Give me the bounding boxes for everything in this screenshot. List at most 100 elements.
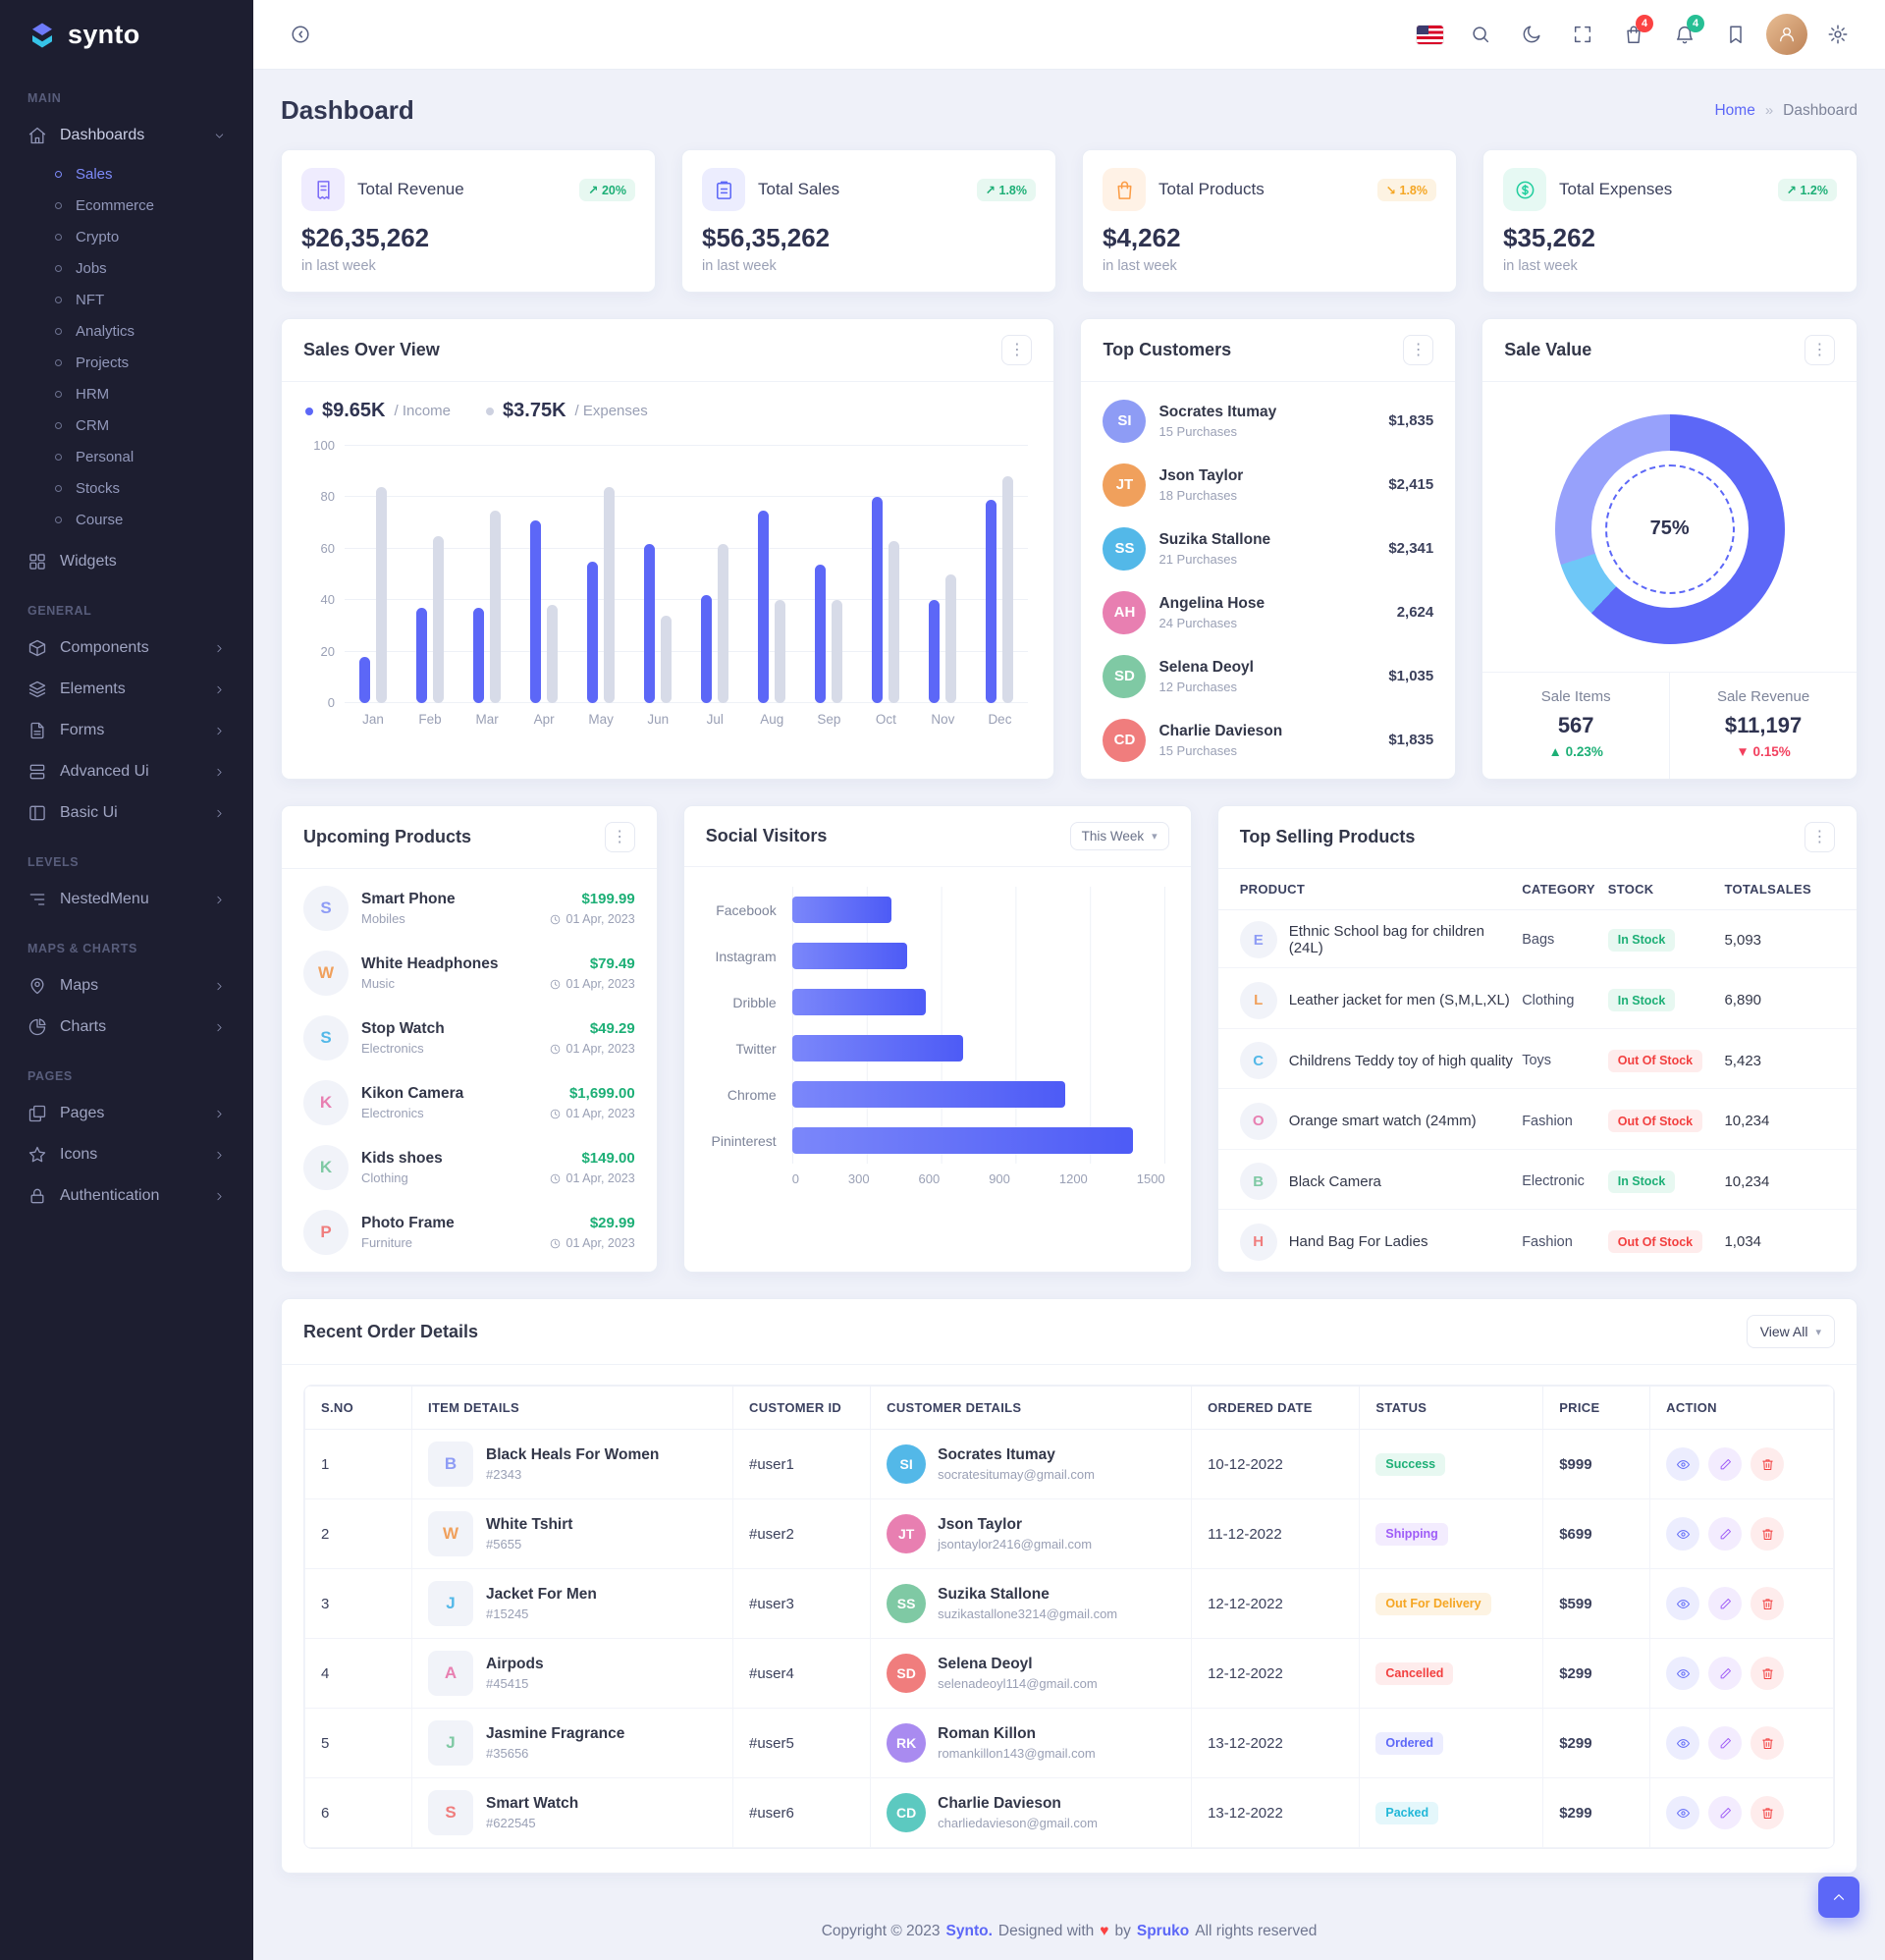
view-order-button[interactable] (1666, 1517, 1699, 1551)
card-options-button[interactable]: ⋮ (1804, 822, 1835, 852)
edit-order-button[interactable] (1708, 1587, 1742, 1620)
sidebar-subitem-stocks[interactable]: Stocks (0, 472, 253, 504)
view-order-button[interactable] (1666, 1726, 1699, 1760)
delete-order-button[interactable] (1750, 1726, 1784, 1760)
product-image: S (428, 1790, 473, 1835)
profile-button[interactable] (1765, 13, 1808, 56)
row-actions (1666, 1587, 1817, 1620)
customer-id-link[interactable]: #user4 (733, 1639, 871, 1709)
sidebar-subitem-crm[interactable]: CRM (0, 409, 253, 441)
edit-order-button[interactable] (1708, 1447, 1742, 1481)
sidebar-item-pages[interactable]: Pages (0, 1093, 253, 1134)
sidebar-subitem-label: Analytics (76, 323, 135, 340)
customer-id-link[interactable]: #user5 (733, 1709, 871, 1778)
delete-order-button[interactable] (1750, 1657, 1784, 1690)
view-order-button[interactable] (1666, 1447, 1699, 1481)
sidebar-item-maps[interactable]: Maps (0, 965, 253, 1007)
scroll-to-top-button[interactable] (1818, 1877, 1859, 1918)
fullscreen-button[interactable] (1561, 13, 1604, 56)
sidebar-item-nestedmenu[interactable]: NestedMenu (0, 879, 253, 920)
sidebar-item-icons[interactable]: Icons (0, 1134, 253, 1175)
footer-brand-link[interactable]: Synto. (946, 1923, 993, 1940)
sidebar-toggle-button[interactable] (279, 13, 322, 56)
sidebar-subitem-jobs[interactable]: Jobs (0, 252, 253, 284)
sidebar-item-widgets[interactable]: Widgets (0, 541, 253, 582)
sidebar-item-basic-ui[interactable]: Basic Ui (0, 792, 253, 834)
sidebar-subitem-sales[interactable]: Sales (0, 158, 253, 190)
dark-mode-toggle-button[interactable] (1510, 13, 1553, 56)
period-select[interactable]: This Week ▾ (1070, 822, 1169, 850)
sidebar-item-authentication[interactable]: Authentication (0, 1175, 253, 1217)
sidebar-subitem-course[interactable]: Course (0, 504, 253, 535)
edit-order-button[interactable] (1708, 1657, 1742, 1690)
view-order-button[interactable] (1666, 1796, 1699, 1829)
cart-button[interactable]: 4 (1612, 13, 1655, 56)
sidebar-subitem-personal[interactable]: Personal (0, 441, 253, 472)
search-button[interactable] (1459, 13, 1502, 56)
customer-id-link[interactable]: #user1 (733, 1430, 871, 1499)
edit-order-button[interactable] (1708, 1726, 1742, 1760)
card-options-button[interactable]: ⋮ (1403, 335, 1433, 365)
delete-order-button[interactable] (1750, 1517, 1784, 1551)
sidebar-item-advanced-ui[interactable]: Advanced Ui (0, 751, 253, 792)
edit-order-button[interactable] (1708, 1796, 1742, 1829)
view-all-button[interactable]: View All ▾ (1747, 1315, 1835, 1348)
card-options-button[interactable]: ⋮ (605, 822, 635, 852)
edit-order-button[interactable] (1708, 1517, 1742, 1551)
x-axis-label: Jan (362, 712, 384, 727)
view-order-button[interactable] (1666, 1657, 1699, 1690)
customer-name: Angelina Hose (1158, 595, 1265, 613)
product-name: Photo Frame (361, 1215, 455, 1232)
language-flag-button[interactable] (1408, 13, 1451, 56)
notifications-button[interactable]: 4 (1663, 13, 1706, 56)
legend-expenses[interactable]: $3.75K / Expenses (486, 400, 648, 422)
customer-id-link[interactable]: #user2 (733, 1499, 871, 1569)
card-options-button[interactable]: ⋮ (1001, 335, 1032, 365)
sidebar-subitem-crypto[interactable]: Crypto (0, 221, 253, 252)
sidebar-subitem-hrm[interactable]: HRM (0, 378, 253, 409)
sidebar-subitem-ecommerce[interactable]: Ecommerce (0, 190, 253, 221)
sidebar-subitem-nft[interactable]: NFT (0, 284, 253, 315)
bookmark-button[interactable] (1714, 13, 1757, 56)
sidebar-item-components[interactable]: Components (0, 627, 253, 669)
footer-author-link[interactable]: Spruko (1137, 1923, 1189, 1940)
customer-id-link[interactable]: #user3 (733, 1569, 871, 1639)
sidebar-item-dashboards[interactable]: Dashboards (0, 115, 253, 156)
view-order-button[interactable] (1666, 1587, 1699, 1620)
customer-id-link[interactable]: #user6 (733, 1778, 871, 1848)
delete-order-button[interactable] (1750, 1796, 1784, 1829)
delete-order-button[interactable] (1750, 1587, 1784, 1620)
legend-income[interactable]: $9.65K / Income (305, 400, 451, 422)
sidebar-subitem-projects[interactable]: Projects (0, 347, 253, 378)
sidebar-item-forms[interactable]: Forms (0, 710, 253, 751)
settings-button[interactable] (1816, 13, 1859, 56)
card-options-button[interactable]: ⋮ (1804, 335, 1835, 365)
brand-logo[interactable]: synto (0, 0, 253, 70)
sidebar-subitem-analytics[interactable]: Analytics (0, 315, 253, 347)
delete-order-button[interactable] (1750, 1447, 1784, 1481)
sidebar-subitem-label: HRM (76, 386, 109, 403)
breadcrumb-home-link[interactable]: Home (1714, 102, 1754, 120)
sidebar-item-elements[interactable]: Elements (0, 669, 253, 710)
sidebar-item-charts[interactable]: Charts (0, 1007, 253, 1048)
